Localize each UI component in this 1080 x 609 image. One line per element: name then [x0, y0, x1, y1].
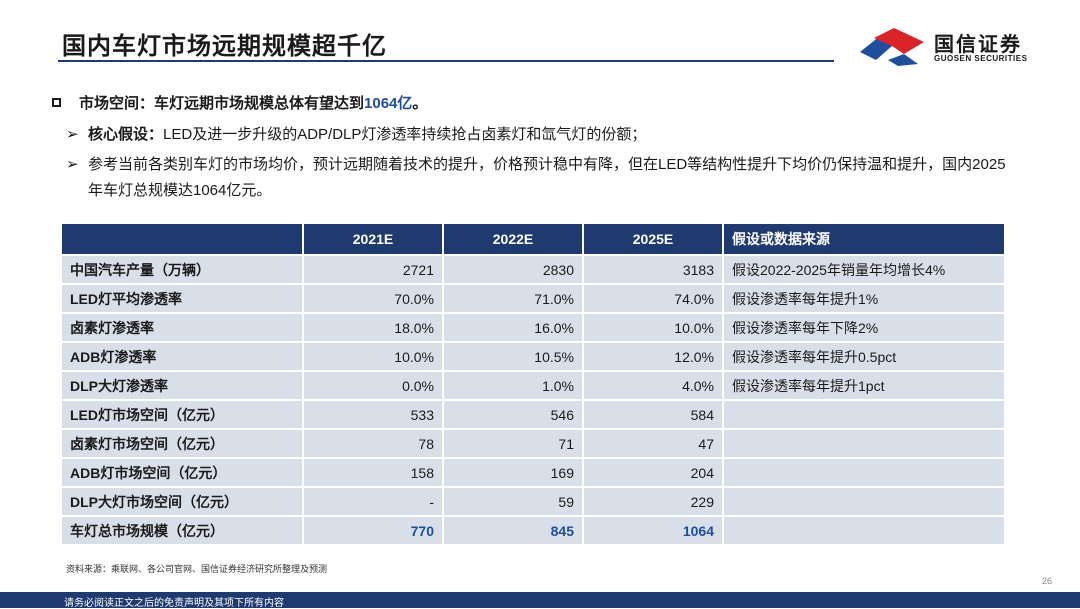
cell-2021e: 10.0% — [304, 343, 444, 370]
table-row: DLP大灯市场空间（亿元） - 59 229 — [62, 488, 1004, 515]
table-row: DLP大灯渗透率 0.0% 1.0% 4.0% 假设渗透率每年提升1pct — [62, 372, 1004, 399]
cell-2025e: 74.0% — [584, 285, 724, 312]
cell-2021e: 78 — [304, 430, 444, 457]
cell-2025e: 3183 — [584, 256, 724, 283]
cell-2022e: 71.0% — [444, 285, 584, 312]
table-row: 卤素灯市场空间（亿元） 78 71 47 — [62, 430, 1004, 457]
cell-2022e: 16.0% — [444, 314, 584, 341]
table-row: LED灯市场空间（亿元） 533 546 584 — [62, 401, 1004, 428]
logo-text-en: GUOSEN SECURITIES — [934, 54, 1028, 63]
cell-2021e: - — [304, 488, 444, 515]
market-size-table: 2021E 2022E 2025E 假设或数据来源 中国汽车产量（万辆） 272… — [62, 222, 1004, 546]
cell-2021e: 70.0% — [304, 285, 444, 312]
cell-2021e: 2721 — [304, 256, 444, 283]
square-bullet-icon — [52, 98, 61, 107]
page-number: 26 — [1042, 576, 1053, 586]
footer-disclaimer: 请务必阅读正文之后的免责声明及其项下所有内容 — [64, 598, 284, 609]
summary-bullet: 市场空间：车灯远期市场规模总体有望达到 1064亿。 — [52, 92, 427, 113]
table-row-total: 车灯总市场规模（亿元） 770 845 1064 — [62, 517, 1004, 544]
table-row: ADB灯渗透率 10.0% 10.5% 12.0% 假设渗透率每年提升0.5pc… — [62, 343, 1004, 370]
arrow-bullet-icon: ➢ — [66, 156, 79, 173]
cell-2022e: 71 — [444, 430, 584, 457]
cell-note — [724, 430, 1004, 457]
header-cell-2022e: 2022E — [444, 224, 584, 254]
cell-2022e: 10.5% — [444, 343, 584, 370]
cell-2022e: 845 — [444, 517, 584, 544]
row-label: 中国汽车产量（万辆） — [62, 256, 304, 283]
title-divider — [58, 60, 834, 62]
cell-2022e: 2830 — [444, 256, 584, 283]
summary-prefix: 市场空间：车灯远期市场规模总体有望达到 — [79, 95, 365, 112]
row-label: ADB灯渗透率 — [62, 343, 304, 370]
table-row: 中国汽车产量（万辆） 2721 2830 3183 假设2022-2025年销量… — [62, 256, 1004, 283]
table-header-row: 2021E 2022E 2025E 假设或数据来源 — [62, 224, 1004, 254]
header-cell-source: 假设或数据来源 — [724, 224, 1004, 254]
cell-note — [724, 401, 1004, 428]
guosen-logo-icon — [860, 28, 924, 66]
row-label: LED灯平均渗透率 — [62, 285, 304, 312]
bullet-text: 参考当前各类别车灯的市场均价，预计远期随着技术的提升，价格预计稳中有降，但在LE… — [88, 156, 1006, 199]
summary-suffix: 。 — [412, 95, 428, 112]
cell-2022e: 546 — [444, 401, 584, 428]
cell-2021e: 18.0% — [304, 314, 444, 341]
header-cell-blank — [62, 224, 304, 254]
table-row: ADB灯市场空间（亿元） 158 169 204 — [62, 459, 1004, 486]
cell-2025e: 584 — [584, 401, 724, 428]
page-title: 国内车灯市场远期规模超千亿 — [62, 33, 387, 60]
cell-note: 假设渗透率每年提升0.5pct — [724, 343, 1004, 370]
row-label: 卤素灯渗透率 — [62, 314, 304, 341]
cell-2025e: 4.0% — [584, 372, 724, 399]
cell-2021e: 533 — [304, 401, 444, 428]
table-row: LED灯平均渗透率 70.0% 71.0% 74.0% 假设渗透率每年提升1% — [62, 285, 1004, 312]
cell-2025e: 1064 — [584, 517, 724, 544]
header-cell-2021e: 2021E — [304, 224, 444, 254]
cell-2025e: 204 — [584, 459, 724, 486]
arrow-bullet-icon: ➢ — [66, 126, 79, 143]
cell-2021e: 770 — [304, 517, 444, 544]
logo-text-cn: 国信证券 — [934, 34, 1022, 56]
cell-note: 假设渗透率每年提升1pct — [724, 372, 1004, 399]
header-cell-2025e: 2025E — [584, 224, 724, 254]
cell-note — [724, 459, 1004, 486]
data-source-note: 资料来源：乘联网、各公司官网、国信证券经济研究所整理及预测 — [66, 564, 328, 574]
cell-2025e: 12.0% — [584, 343, 724, 370]
cell-2022e: 169 — [444, 459, 584, 486]
cell-2021e: 158 — [304, 459, 444, 486]
cell-2021e: 0.0% — [304, 372, 444, 399]
cell-note — [724, 517, 1004, 544]
bullet-text: LED及进一步升级的ADP/DLP灯渗透率持续抢占卤素灯和氙气灯的份额； — [163, 126, 647, 143]
summary-highlight: 1064亿 — [364, 95, 413, 112]
cell-2025e: 47 — [584, 430, 724, 457]
cell-note: 假设渗透率每年提升1% — [724, 285, 1004, 312]
table-row: 卤素灯渗透率 18.0% 16.0% 10.0% 假设渗透率每年下降2% — [62, 314, 1004, 341]
cell-note: 假设2022-2025年销量年均增长4% — [724, 256, 1004, 283]
row-label: DLP大灯渗透率 — [62, 372, 304, 399]
cell-note: 假设渗透率每年下降2% — [724, 314, 1004, 341]
row-label: DLP大灯市场空间（亿元） — [62, 488, 304, 515]
sub-bullet-forecast: ➢ 参考当前各类别车灯的市场均价，预计远期随着技术的提升，价格预计稳中有降，但在… — [66, 152, 1020, 204]
footer-bar: 请务必阅读正文之后的免责声明及其项下所有内容 — [0, 592, 1080, 609]
cell-note — [724, 488, 1004, 515]
sub-bullet-assumption: ➢ 核心假设：LED及进一步升级的ADP/DLP灯渗透率持续抢占卤素灯和氙气灯的… — [66, 122, 1028, 148]
row-label: 卤素灯市场空间（亿元） — [62, 430, 304, 457]
bullet-bold: 核心假设： — [88, 126, 164, 143]
cell-2025e: 10.0% — [584, 314, 724, 341]
cell-2022e: 1.0% — [444, 372, 584, 399]
cell-2025e: 229 — [584, 488, 724, 515]
row-label: ADB灯市场空间（亿元） — [62, 459, 304, 486]
cell-2022e: 59 — [444, 488, 584, 515]
row-label: LED灯市场空间（亿元） — [62, 401, 304, 428]
row-label: 车灯总市场规模（亿元） — [62, 517, 304, 544]
